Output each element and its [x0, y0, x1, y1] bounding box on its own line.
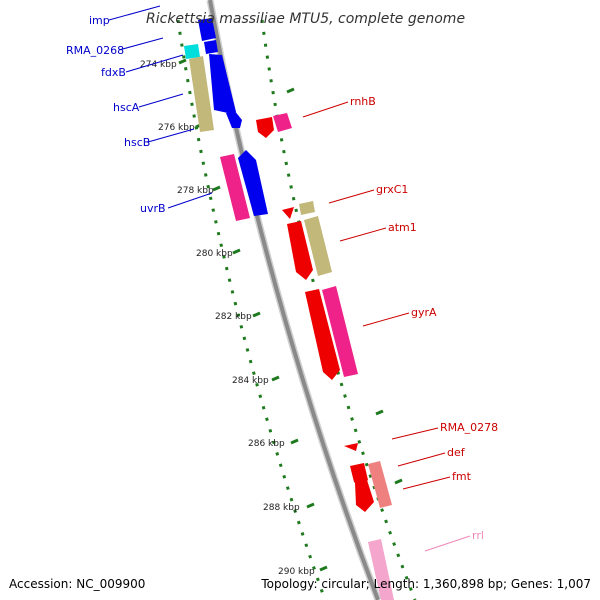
- map-title: Rickettsia massiliae MTU5, complete geno…: [146, 11, 465, 27]
- accession-text: Accession: NC_009900: [9, 577, 146, 591]
- gene-label-hscB[interactable]: hscB: [124, 136, 150, 149]
- gene-label-rrl[interactable]: rrl: [472, 529, 484, 542]
- gene-label-atm1[interactable]: atm1: [388, 221, 417, 234]
- gene-label-RMA-0268[interactable]: RMA_0268: [66, 44, 124, 57]
- gene-grxC1-b[interactable]: [299, 201, 315, 215]
- gene-rnhB-a[interactable]: [256, 117, 274, 138]
- gene-rrl[interactable]: [368, 539, 394, 600]
- scale-label: 290 kbp: [278, 567, 315, 577]
- gene-label-hscA[interactable]: hscA: [113, 101, 140, 114]
- gene-RMA-0278[interactable]: [344, 443, 358, 451]
- gene-fmt-b[interactable]: [368, 461, 392, 508]
- gene-imp[interactable]: [198, 18, 216, 41]
- scale-label: 280 kbp: [196, 249, 233, 259]
- gene-gyrA-a[interactable]: [305, 289, 340, 380]
- scale-label: 278 kbp: [177, 186, 214, 196]
- gene-RMA-0268-a[interactable]: [204, 40, 218, 54]
- gene-uvrB-b[interactable]: [238, 150, 268, 216]
- right-strand-genes: [256, 113, 394, 600]
- gene-label-RMA-0278[interactable]: RMA_0278: [440, 421, 498, 434]
- gene-label-def[interactable]: def: [447, 446, 466, 459]
- scale-label: 282 kbp: [215, 312, 252, 322]
- gene-fmt-a[interactable]: [355, 480, 374, 512]
- gene-label-imp[interactable]: imp: [89, 14, 110, 27]
- gene-label-fdxB[interactable]: fdxB: [101, 66, 126, 79]
- scale-label: 284 kbp: [232, 376, 269, 386]
- rrl-leader: [424, 535, 471, 552]
- right-leaders: [302, 101, 451, 490]
- gene-label-grxC1[interactable]: grxC1: [376, 183, 408, 196]
- gene-atm1-b[interactable]: [304, 216, 332, 276]
- gene-label-fmt[interactable]: fmt: [452, 470, 472, 483]
- gene-hscB[interactable]: [226, 110, 242, 128]
- gene-RMA-0268-b[interactable]: [184, 44, 200, 59]
- gene-label-rnhB[interactable]: rnhB: [350, 95, 376, 108]
- scale-label: 274 kbp: [140, 60, 177, 70]
- gene-rnhB-b[interactable]: [273, 113, 292, 132]
- gene-fdxB[interactable]: [189, 56, 214, 132]
- scale-label: 288 kbp: [263, 503, 300, 513]
- gene-grxC1-a[interactable]: [282, 207, 294, 219]
- gene-atm1-a[interactable]: [287, 221, 313, 280]
- scale-label: 276 kbp: [158, 123, 195, 133]
- left-strand-genes: [184, 18, 268, 221]
- gene-gyrA-b[interactable]: [322, 286, 358, 377]
- left-leaders: [108, 5, 213, 209]
- genome-summary-text: Topology: circular; Length: 1,360,898 bp…: [261, 577, 591, 591]
- gene-hscA[interactable]: [209, 54, 236, 113]
- left-tick-track: [176, 19, 327, 600]
- gene-uvrB-a[interactable]: [220, 154, 250, 221]
- gene-label-uvrB[interactable]: uvrB: [140, 202, 166, 215]
- scale-label: 286 kbp: [248, 439, 285, 449]
- gene-label-gyrA[interactable]: gyrA: [411, 306, 437, 319]
